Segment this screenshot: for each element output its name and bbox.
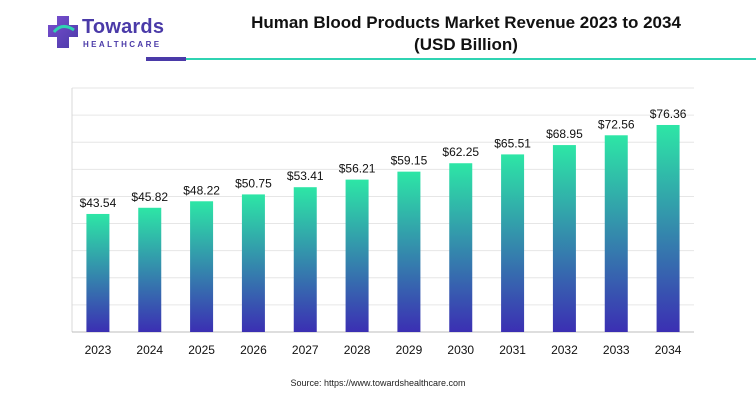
bars (86, 124, 680, 332)
value-label-2029: $59.15 (391, 154, 428, 168)
value-label-2030: $62.25 (442, 145, 479, 159)
bar-2025 (190, 201, 214, 332)
grid-lines (71, 87, 694, 333)
chart-title-line-2: (USD Billion) (414, 35, 518, 54)
bar-2023 (86, 213, 110, 332)
header-rule-accent (146, 57, 186, 61)
x-tick-label-2034: 2034 (655, 343, 682, 357)
x-tick-label-2030: 2030 (447, 343, 474, 357)
bar-2033 (604, 135, 628, 332)
bar-2034 (656, 124, 680, 332)
bar-2024 (138, 207, 162, 332)
x-tick-label-2026: 2026 (240, 343, 267, 357)
bar-2030 (449, 163, 473, 332)
value-label-2032: $68.95 (546, 127, 583, 141)
value-label-2025: $48.22 (183, 183, 220, 197)
x-tick-label-2023: 2023 (85, 343, 112, 357)
header-rule (186, 58, 756, 60)
brand-name: Towards (82, 16, 165, 38)
value-label-2031: $65.51 (494, 136, 531, 150)
bar-2029 (397, 171, 421, 332)
chart-title-line-1: Human Blood Products Market Revenue 2023… (251, 13, 681, 32)
value-label-2034: $76.36 (650, 107, 687, 121)
x-tick-label-2025: 2025 (188, 343, 215, 357)
value-label-2033: $72.56 (598, 117, 635, 131)
x-tick-label-2032: 2032 (551, 343, 578, 357)
x-tick-labels: 2023 2024 2025 2026 2027 2028 2029 2030 2031 2032… (85, 343, 682, 357)
x-tick-label-2033: 2033 (603, 343, 630, 357)
value-label-2027: $53.41 (287, 169, 324, 183)
x-tick-label-2024: 2024 (136, 343, 163, 357)
bar-2032 (552, 145, 576, 332)
value-labels: $43.54 $45.82 $48.22 $50.75 $53.41 $56.21 $59.… (80, 107, 687, 210)
value-label-2026: $50.75 (235, 176, 272, 190)
bar-2031 (501, 154, 525, 332)
x-tick-label-2028: 2028 (344, 343, 371, 357)
value-label-2028: $56.21 (339, 162, 376, 176)
x-tick-label-2031: 2031 (499, 343, 526, 357)
x-tick-label-2029: 2029 (396, 343, 423, 357)
brand-tagline: HEALTHCARE (83, 40, 162, 49)
bar-2028 (345, 179, 369, 332)
brand-logo: Towards HEALTHCARE (46, 14, 216, 54)
chart-title: Human Blood Products Market Revenue 2023… (186, 12, 746, 56)
value-label-2023: $43.54 (80, 196, 117, 210)
bar-2027 (293, 187, 317, 332)
source-note: Source: https://www.towardshealthcare.co… (290, 378, 466, 388)
x-tick-label-2027: 2027 (292, 343, 319, 357)
value-label-2024: $45.82 (131, 190, 168, 204)
medical-cross-icon (48, 16, 78, 48)
bar-2026 (241, 194, 265, 332)
